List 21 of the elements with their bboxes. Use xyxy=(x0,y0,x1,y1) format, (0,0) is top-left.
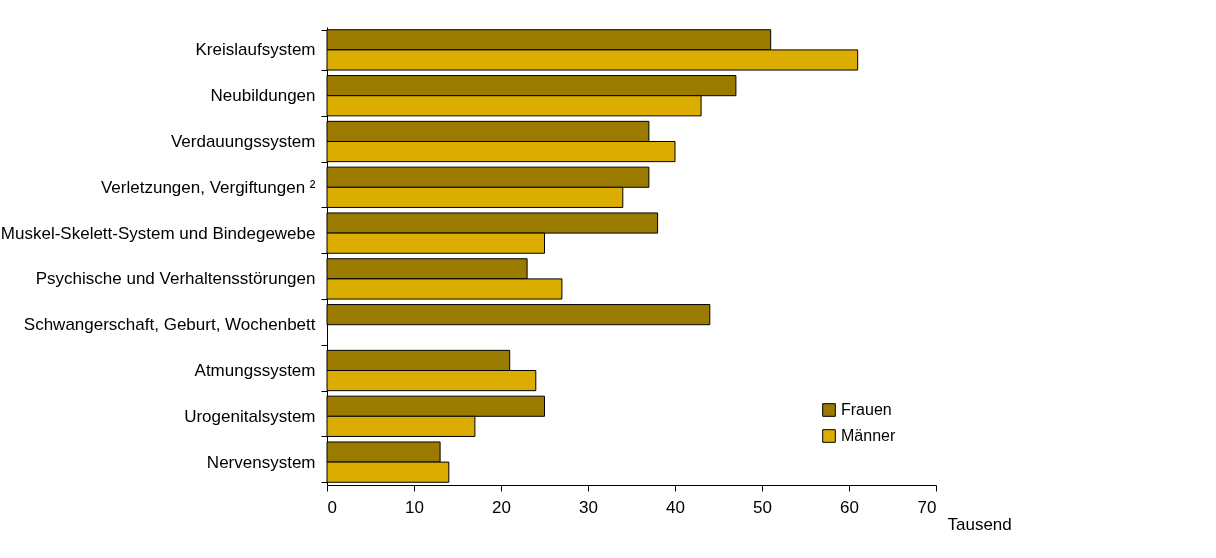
y-tick-label: Kreislaufsystem xyxy=(195,40,316,60)
y-tick-label: Atmungssystem xyxy=(194,361,316,380)
y-tick-label: Schwangerschaft, Geburt, Wochenbett xyxy=(23,315,316,335)
y-tick-label: Muskel-Skelett-System und Bindegewebe xyxy=(0,223,316,243)
y-tick-label: Verletzungen, Vergiftungen ² xyxy=(100,177,316,197)
y-tick-label: Verdauungssystem xyxy=(170,132,316,151)
y-tick-label: Neubildungen xyxy=(210,86,316,106)
x-tick-label: 10 xyxy=(405,497,424,517)
x-tick-label: 70 xyxy=(917,497,937,517)
y-tick-label: Psychische und Verhaltensstörungen xyxy=(35,269,316,289)
x-tick-label: 50 xyxy=(753,497,772,517)
x-tick-label: 60 xyxy=(840,497,859,517)
legend-label: Männer xyxy=(841,427,896,444)
y-tick-label: Urogenitalsystem xyxy=(184,406,316,426)
x-tick-label: 30 xyxy=(579,497,598,517)
x-tick-label: 40 xyxy=(666,497,685,517)
x-tick-label: 20 xyxy=(492,497,511,517)
legend-label: Frauen xyxy=(841,401,892,418)
x-axis-title: Tausend xyxy=(947,514,1012,534)
x-tick-label: 0 xyxy=(327,497,337,517)
y-tick-label: Nervensystem xyxy=(206,452,316,472)
